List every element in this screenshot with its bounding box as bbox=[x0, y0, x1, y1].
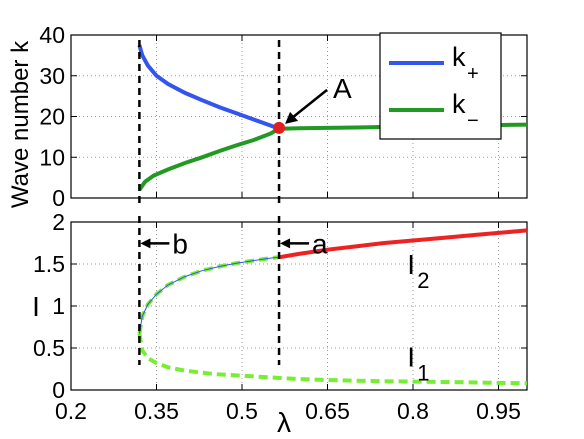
point-a-marker bbox=[273, 121, 286, 134]
bottom-xtick-label: 0.8 bbox=[397, 398, 429, 424]
series-k-plus-line bbox=[137, 44, 280, 131]
bottom-xtick-label: 0.2 bbox=[55, 398, 87, 424]
series-i2-line bbox=[278, 228, 528, 260]
bottom-ytick-label: 0 bbox=[52, 377, 65, 403]
series-i1-line bbox=[137, 333, 528, 386]
x-axis-label: λ bbox=[277, 407, 291, 438]
label-i1-letter: I bbox=[407, 341, 415, 372]
top-ytick-label: 30 bbox=[39, 63, 65, 89]
legend-k-minus-subscript: − bbox=[467, 110, 479, 132]
series-upper-core-line bbox=[138, 256, 280, 334]
point-a-label: A bbox=[333, 73, 352, 104]
legend: k+k− bbox=[379, 32, 502, 140]
marker-a-label: a bbox=[312, 228, 328, 259]
bottom-ytick-label: 2 bbox=[52, 209, 65, 235]
bottom-ytick-label: 1.5 bbox=[33, 251, 65, 277]
bottom-xtick-label: 0.35 bbox=[134, 398, 179, 424]
legend-k-minus-k: k bbox=[452, 89, 466, 119]
point-a-arrowhead bbox=[285, 111, 299, 124]
top-ytick-label: 10 bbox=[39, 144, 65, 170]
bottom-frame bbox=[70, 221, 528, 391]
legend-k-plus-subscript: + bbox=[467, 63, 479, 85]
marker-b-label: b bbox=[172, 228, 188, 259]
marker-b-arrowhead bbox=[140, 238, 151, 249]
label-i1-subscript: 1 bbox=[417, 360, 429, 385]
bottom-ytick-label: 0.5 bbox=[33, 335, 65, 361]
top-ytick-label: 40 bbox=[39, 22, 65, 48]
bottom-xtick-label: 0.65 bbox=[305, 398, 350, 424]
bottom-xtick-label: 0.95 bbox=[476, 398, 521, 424]
bottom-y-axis-label: I bbox=[32, 291, 40, 322]
top-ytick-label: 20 bbox=[39, 104, 65, 130]
top-y-axis-label: Wave number k bbox=[7, 40, 34, 208]
legend-k-plus-k: k bbox=[452, 42, 466, 72]
bottom-ytick-label: 1 bbox=[52, 293, 65, 319]
top-ytick-label: 0 bbox=[52, 185, 65, 211]
marker-a-arrowhead bbox=[280, 238, 291, 249]
bottom-xtick-label: 0.5 bbox=[226, 398, 258, 424]
top-frame bbox=[70, 34, 528, 199]
label-i2-letter: I bbox=[407, 249, 415, 280]
legend-box bbox=[379, 32, 502, 140]
label-i2-subscript: 2 bbox=[417, 268, 429, 293]
